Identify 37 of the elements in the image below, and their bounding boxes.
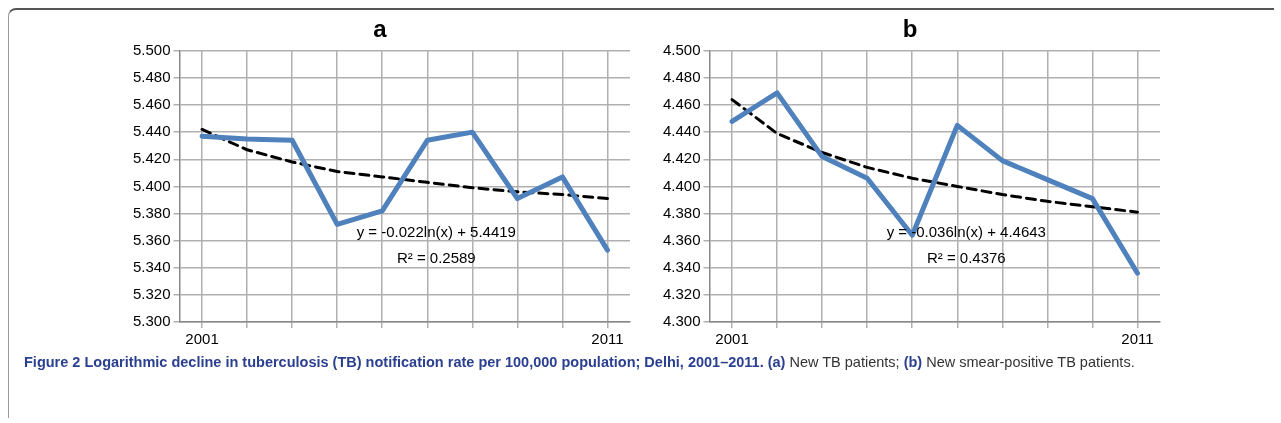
y-tick-label: 5.340 xyxy=(132,257,171,275)
y-tick-label: 4.440 xyxy=(662,122,701,140)
y-tick-label: 4.320 xyxy=(662,285,701,303)
y-tick-label: 4.480 xyxy=(662,68,701,86)
y-tick-label: 4.360 xyxy=(662,230,701,248)
line-series xyxy=(200,127,609,201)
y-tick-label: 4.460 xyxy=(662,95,701,113)
text: New smear-positive TB patients. xyxy=(926,354,1135,370)
y-tick-label: 5.380 xyxy=(132,203,171,221)
annotation: R² = 0.2589 xyxy=(396,249,476,267)
y-tick-label: 4.400 xyxy=(662,176,701,194)
annotation: y = -0.022ln(x) + 5.4419 xyxy=(356,223,516,241)
x-tick-label: 2001 xyxy=(185,330,219,348)
caption: Figure 2 Logarithmic decline in tuberculosis (TB) notification rate per 100,000 population; Delhi, 2001–2011. (a) xyxy=(24,354,786,370)
y-tick-label: 4.500 xyxy=(662,40,701,58)
y-tick-label: 5.480 xyxy=(132,68,171,86)
y-tick-label: 4.420 xyxy=(662,149,701,167)
text: New TB patients; xyxy=(789,354,900,370)
y-tick-label: 4.340 xyxy=(662,257,701,275)
x-tick-label: 2001 xyxy=(715,330,749,348)
y-tick-label: 5.320 xyxy=(132,285,171,303)
y-tick-label: 4.380 xyxy=(662,203,701,221)
annotation: R² = 0.4376 xyxy=(926,249,1006,267)
line-series xyxy=(730,98,1139,214)
chart-title: b xyxy=(902,15,918,43)
y-tick-label: 5.360 xyxy=(132,230,171,248)
y-tick-label: 5.300 xyxy=(132,312,171,330)
y-tick-label: 5.420 xyxy=(132,149,171,167)
y-tick-label: 5.400 xyxy=(132,176,171,194)
chart-title: a xyxy=(373,15,388,43)
text: (b) xyxy=(903,354,923,370)
y-tick-label: 4.300 xyxy=(662,312,701,330)
x-tick-label: 2011 xyxy=(1121,330,1154,348)
x-tick-label: 2011 xyxy=(591,330,624,348)
y-tick-label: 5.460 xyxy=(132,95,171,113)
y-tick-label: 5.440 xyxy=(132,122,171,140)
y-tick-label: 5.500 xyxy=(132,40,171,58)
